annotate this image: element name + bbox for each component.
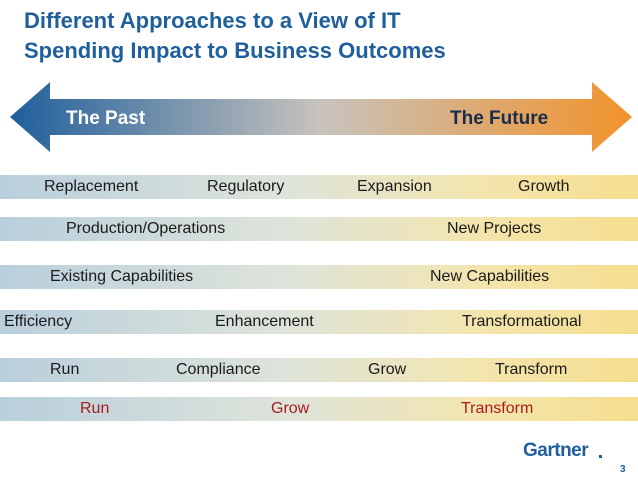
label-existing-capabilities: Existing Capabilities xyxy=(50,268,194,285)
label-new-capabilities: New Capabilities xyxy=(430,268,550,285)
label-compliance: Compliance xyxy=(176,361,261,378)
label-transformational: Transformational xyxy=(462,313,582,330)
logo-dot xyxy=(599,455,602,458)
slide-title: Different Approaches to a View of IT Spe… xyxy=(24,6,624,66)
spectrum-band-3 xyxy=(0,265,638,289)
label-production-operations: Production/Operations xyxy=(66,220,226,237)
label-grow-highlight: Grow xyxy=(271,400,310,417)
label-growth: Growth xyxy=(518,178,570,195)
title-line-2: Spending Impact to Business Outcomes xyxy=(24,38,446,63)
label-replacement: Replacement xyxy=(44,178,139,195)
spectrum-band-1 xyxy=(0,175,638,199)
spectrum-band-4 xyxy=(0,310,638,334)
label-enhancement: Enhancement xyxy=(215,313,314,330)
spectrum-band-5 xyxy=(0,358,638,382)
label-transform-highlight: Transform xyxy=(461,400,534,417)
spectrum-band-2 xyxy=(0,217,638,241)
title-line-1: Different Approaches to a View of IT xyxy=(24,8,401,33)
label-expansion: Expansion xyxy=(357,178,432,195)
past-label: The Past xyxy=(66,108,146,129)
label-grow: Grow xyxy=(368,361,407,378)
label-regulatory: Regulatory xyxy=(207,178,285,195)
label-new-projects: New Projects xyxy=(447,220,542,237)
label-run: Run xyxy=(50,361,80,378)
past-future-arrow: The Past The Future xyxy=(10,82,632,152)
spectrum-band-6 xyxy=(0,397,638,421)
future-label: The Future xyxy=(450,108,549,129)
gartner-logo: Gartner xyxy=(523,440,589,461)
label-transform: Transform xyxy=(495,361,568,378)
double-arrow-icon xyxy=(10,82,632,152)
page-number: 3 xyxy=(620,464,626,475)
label-efficiency: Efficiency xyxy=(4,313,73,330)
label-run-highlight: Run xyxy=(80,400,110,417)
